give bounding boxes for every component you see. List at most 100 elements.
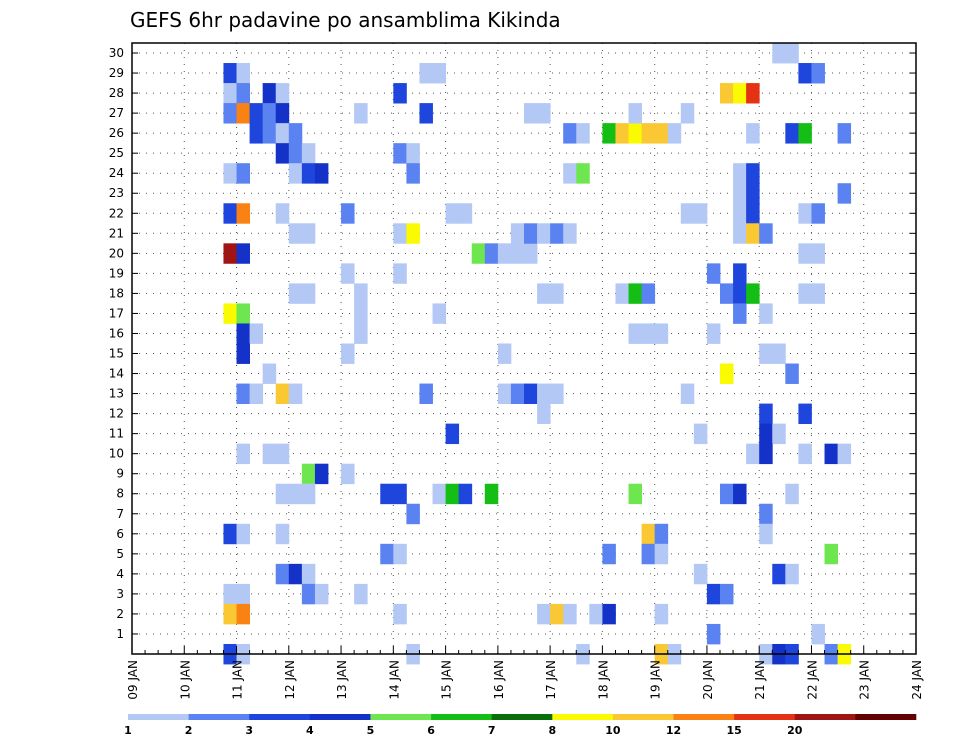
y-tick-label: 16 bbox=[109, 326, 124, 340]
heatmap-cell bbox=[785, 43, 799, 64]
colorbar-swatch bbox=[855, 714, 917, 720]
heatmap-cell bbox=[354, 323, 368, 344]
heatmap-cell bbox=[419, 383, 433, 404]
colorbar-label: 10 bbox=[605, 724, 621, 737]
heatmap-cell bbox=[733, 283, 747, 304]
heatmap-cell bbox=[419, 63, 433, 84]
heatmap-cell bbox=[223, 203, 237, 224]
heatmap-cell bbox=[314, 583, 329, 605]
colorbar-label: 8 bbox=[548, 724, 556, 737]
heatmap-cell bbox=[824, 543, 838, 565]
heatmap-cell bbox=[354, 103, 368, 124]
heatmap-cell bbox=[628, 323, 642, 344]
y-tick-label: 13 bbox=[109, 387, 124, 401]
heatmap-cell bbox=[759, 443, 773, 465]
heatmap-cell bbox=[811, 623, 825, 645]
x-tick-label: 20 JAN bbox=[701, 660, 715, 700]
heatmap-cell bbox=[341, 203, 355, 224]
heatmap-cell bbox=[223, 63, 237, 84]
heatmap-cell bbox=[419, 103, 433, 124]
heatmap-cell bbox=[484, 483, 499, 505]
heatmap-cell bbox=[837, 183, 852, 204]
heatmap-cell bbox=[393, 603, 407, 625]
heatmap-cell bbox=[550, 383, 564, 404]
heatmap-cell bbox=[759, 303, 773, 324]
y-tick-label: 25 bbox=[109, 146, 124, 160]
heatmap-cell bbox=[524, 243, 538, 264]
heatmap-cell bbox=[798, 123, 812, 144]
heatmap-cell bbox=[798, 283, 812, 304]
heatmap-cell bbox=[223, 243, 237, 264]
heatmap-cell bbox=[223, 163, 237, 184]
heatmap-cell bbox=[406, 503, 420, 525]
heatmap-cell bbox=[288, 483, 303, 505]
colorbar-label: 6 bbox=[427, 724, 435, 737]
heatmap-cell bbox=[811, 283, 825, 304]
heatmap-cell bbox=[445, 483, 460, 505]
heatmap-cell bbox=[341, 263, 355, 284]
heatmap-cell bbox=[510, 383, 525, 404]
heatmap-cell bbox=[288, 123, 303, 144]
heatmap-cell bbox=[354, 303, 368, 324]
heatmap-cell bbox=[641, 123, 656, 144]
heatmap-cell bbox=[824, 443, 838, 465]
heatmap-cell bbox=[576, 163, 590, 184]
heatmap-cell bbox=[628, 103, 642, 124]
heatmap-cell bbox=[537, 223, 551, 244]
y-tick-label: 24 bbox=[109, 166, 124, 180]
heatmap-cell bbox=[785, 483, 799, 505]
heatmap-cell bbox=[524, 223, 538, 244]
heatmap-cell bbox=[223, 583, 237, 605]
heatmap-cell bbox=[275, 123, 290, 144]
y-tick-label: 17 bbox=[109, 306, 124, 320]
heatmap-cell bbox=[563, 123, 577, 144]
heatmap-cell bbox=[615, 283, 629, 304]
colorbar-swatch bbox=[612, 714, 674, 720]
heatmap-cell bbox=[301, 163, 316, 184]
x-axis: 09 JAN 10 JAN 11 JAN 12 JAN 13 JAN 14 JAN 15 J… bbox=[126, 646, 924, 700]
y-tick-label: 4 bbox=[116, 567, 124, 581]
heatmap-cell bbox=[693, 563, 708, 585]
heatmap-cell bbox=[720, 583, 734, 605]
heatmap-cell bbox=[262, 83, 277, 104]
y-tick-label: 26 bbox=[109, 126, 124, 140]
heatmap-cell bbox=[654, 323, 669, 344]
heatmap-cell bbox=[693, 203, 708, 224]
heatmap-cell bbox=[537, 603, 551, 625]
heatmap-cell bbox=[393, 543, 407, 565]
heatmap-cell bbox=[837, 443, 852, 465]
heatmap-cell bbox=[236, 443, 250, 465]
colorbar-swatch bbox=[734, 714, 796, 720]
heatmap-cell bbox=[249, 123, 264, 144]
heatmap-cell bbox=[746, 283, 760, 304]
heatmap-cell bbox=[236, 523, 250, 545]
heatmap-cell bbox=[524, 103, 538, 124]
heatmap-cell bbox=[341, 343, 355, 364]
heatmap-cell bbox=[720, 483, 734, 505]
heatmap-cell bbox=[772, 43, 786, 64]
heatmap-cell bbox=[576, 123, 590, 144]
heatmap-cell bbox=[772, 423, 786, 445]
heatmap-cell bbox=[772, 343, 786, 364]
heatmap-cell bbox=[236, 103, 250, 124]
heatmap-cell bbox=[236, 83, 250, 104]
heatmap-cell bbox=[798, 243, 812, 264]
heatmap-cell bbox=[746, 443, 760, 465]
colorbar-swatch bbox=[370, 714, 432, 720]
heatmap-cell bbox=[301, 563, 316, 585]
heatmap-cell bbox=[380, 483, 394, 505]
heatmap-cell bbox=[602, 603, 616, 625]
heatmap-cell bbox=[406, 163, 420, 184]
x-tick-label: 22 JAN bbox=[805, 660, 819, 700]
heatmap-cell bbox=[288, 223, 303, 244]
y-tick-label: 14 bbox=[109, 367, 124, 381]
y-tick-label: 20 bbox=[109, 246, 124, 260]
y-tick-label: 21 bbox=[109, 226, 124, 240]
heatmap-cell bbox=[706, 583, 721, 605]
heatmap-cell bbox=[720, 83, 734, 104]
heatmap-cell bbox=[628, 483, 642, 505]
heatmap-cell bbox=[354, 583, 368, 605]
colorbar-swatch bbox=[431, 714, 492, 720]
heatmap-cell bbox=[720, 363, 734, 384]
